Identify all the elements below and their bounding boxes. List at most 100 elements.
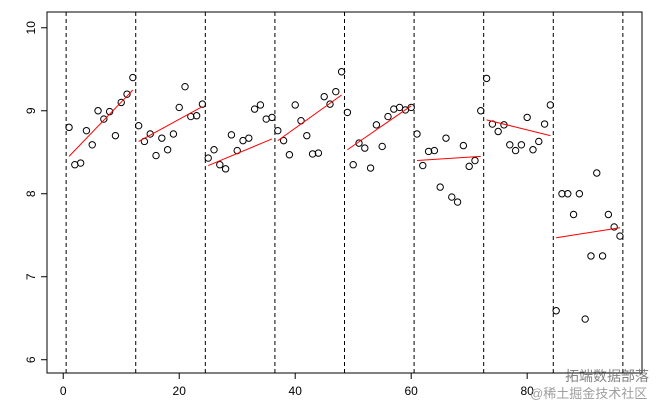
point (593, 169, 601, 177)
point (564, 190, 572, 198)
fit-line (68, 89, 134, 157)
point (152, 151, 160, 160)
point (332, 87, 340, 96)
point (529, 146, 537, 154)
watermark: 拓端数据部落 (565, 368, 649, 384)
point (546, 101, 555, 109)
point (558, 190, 566, 198)
point (419, 161, 427, 170)
point (471, 156, 479, 165)
point (134, 121, 143, 130)
point (320, 92, 328, 101)
point (453, 198, 462, 206)
point (291, 101, 299, 109)
point (616, 232, 624, 240)
fit-line (347, 105, 412, 151)
point (117, 98, 125, 107)
point (384, 112, 392, 121)
x-tick-label: 60 (405, 384, 419, 398)
point (349, 160, 357, 169)
point (285, 151, 294, 159)
point (430, 146, 439, 155)
point (100, 115, 108, 123)
point (477, 107, 485, 115)
y-tick-label: 9 (24, 107, 38, 114)
x-tick-label: 0 (60, 384, 67, 398)
point (465, 162, 473, 171)
point (192, 112, 201, 120)
y-tick-label: 8 (24, 190, 38, 197)
point (175, 103, 183, 112)
point (250, 105, 259, 113)
x-tick-label: 20 (173, 384, 187, 398)
watermark: @稀土掘金技术社区 (530, 386, 647, 401)
point (210, 146, 218, 154)
y-tick-label: 10 (24, 21, 38, 35)
y-tick-label: 7 (24, 273, 38, 280)
point (448, 193, 456, 201)
point (378, 142, 386, 151)
point (494, 127, 502, 136)
point (256, 101, 265, 109)
point (581, 315, 589, 323)
point (88, 141, 96, 149)
point (436, 183, 444, 191)
fit-line (208, 138, 273, 166)
point (442, 134, 450, 142)
point (535, 137, 543, 146)
fit-line (416, 155, 481, 162)
x-tick-label: 40 (289, 384, 303, 398)
fit-line (138, 106, 203, 142)
point (314, 149, 323, 157)
point (65, 123, 73, 132)
point (326, 100, 334, 108)
point (274, 126, 282, 135)
fit-line (556, 227, 621, 239)
point (459, 141, 468, 150)
point (268, 113, 276, 122)
point (82, 126, 91, 135)
fit-line (486, 119, 551, 137)
point (279, 136, 288, 145)
point (506, 141, 514, 149)
point (366, 164, 375, 172)
point (245, 134, 253, 142)
point (204, 154, 212, 162)
point (413, 130, 421, 138)
point (482, 74, 491, 83)
point (511, 146, 520, 155)
point (552, 307, 560, 315)
point (129, 73, 137, 82)
point (361, 144, 369, 152)
point (111, 131, 120, 140)
point (424, 147, 433, 156)
point (181, 82, 189, 91)
point (337, 68, 346, 76)
point (372, 121, 381, 129)
point (146, 130, 154, 138)
point (169, 130, 178, 138)
point (227, 131, 236, 139)
x-tick-label: 80 (520, 384, 534, 398)
point (308, 150, 317, 158)
point (94, 107, 102, 115)
point (76, 159, 85, 167)
point (587, 252, 595, 260)
point (221, 165, 230, 173)
plot-box (46, 11, 643, 374)
point (540, 120, 549, 128)
point (523, 113, 531, 122)
point (598, 252, 607, 260)
point (216, 160, 224, 169)
fit-line (277, 94, 342, 142)
point (343, 108, 352, 117)
point (158, 134, 166, 142)
point (163, 146, 172, 154)
point (198, 100, 207, 108)
point (517, 141, 526, 149)
point (610, 223, 618, 231)
point (575, 190, 584, 198)
point (303, 131, 311, 140)
point (569, 210, 578, 219)
